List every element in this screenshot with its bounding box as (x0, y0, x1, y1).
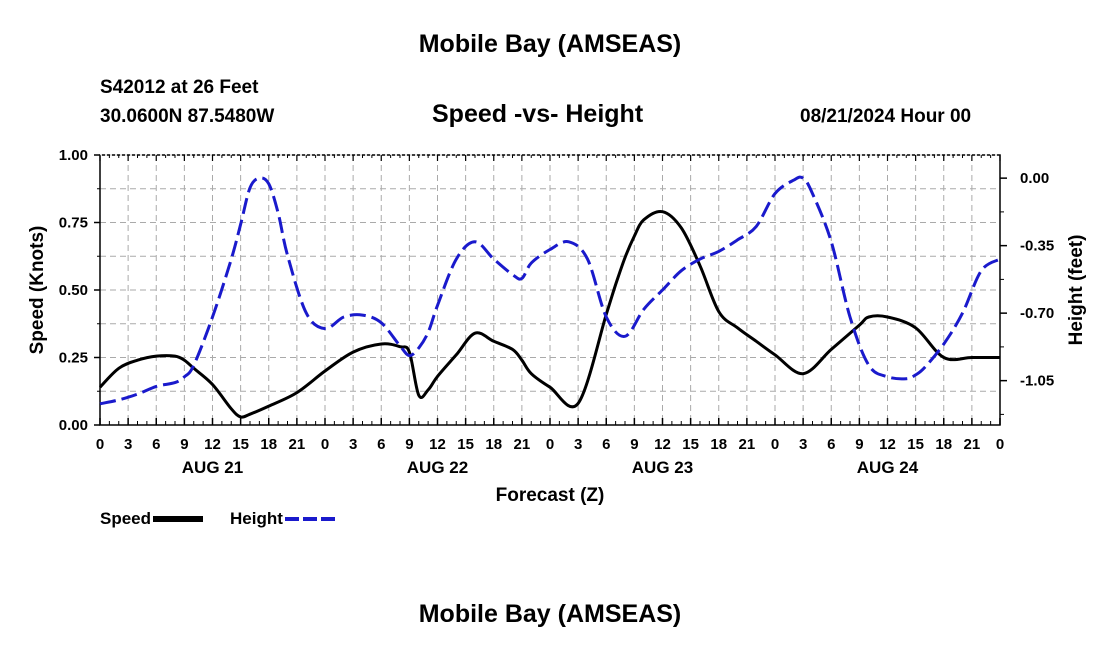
x-tick-label: 9 (855, 436, 863, 453)
x-tick-label: 0 (771, 436, 779, 453)
y2-axis-title: Height (feet) (1066, 235, 1087, 346)
x-tick-label: 6 (602, 436, 610, 453)
x-tick-label: 9 (630, 436, 638, 453)
x-day-label: AUG 22 (407, 458, 468, 477)
x-tick-label: 18 (485, 436, 502, 453)
x-tick-label: 9 (180, 436, 188, 453)
x-tick-label: 6 (377, 436, 385, 453)
y2-tick-label: -1.05 (1020, 373, 1054, 390)
x-tick-label: 15 (232, 436, 249, 453)
y-tick-label: 0.75 (59, 215, 88, 232)
x-tick-label: 18 (710, 436, 727, 453)
y-tick-label: 0.00 (59, 417, 88, 434)
x-day-label: AUG 23 (632, 458, 693, 477)
x-day-label: AUG 24 (857, 458, 919, 477)
y-axis-title: Speed (Knots) (27, 226, 48, 355)
chart-subtitle: Speed -vs- Height (432, 100, 644, 128)
x-tick-label: 15 (907, 436, 924, 453)
station-coordinates: 30.0600N 87.5480W (100, 106, 275, 127)
x-tick-label: 0 (321, 436, 329, 453)
speed-series-line (98, 209, 1000, 419)
y-tick-label: 1.00 (59, 147, 88, 164)
legend-height: Height (230, 509, 335, 529)
x-tick-label: 3 (574, 436, 582, 453)
y2-tick-label: -0.70 (1020, 305, 1054, 322)
x-tick-label: 18 (935, 436, 952, 453)
x-tick-label: 0 (96, 436, 104, 453)
legend-speed-swatch (153, 516, 204, 522)
y2-tick-label: 0.00 (1020, 170, 1049, 187)
x-tick-label: 12 (204, 436, 221, 453)
x-tick-label: 21 (289, 436, 306, 453)
x-tick-label: 15 (682, 436, 699, 453)
x-tick-label: 3 (124, 436, 132, 453)
x-tick-label: 9 (405, 436, 413, 453)
x-tick-label: 21 (514, 436, 531, 453)
x-tick-label: 6 (827, 436, 835, 453)
x-tick-label: 6 (152, 436, 160, 453)
x-tick-label: 21 (739, 436, 756, 453)
chart-main-title: Mobile Bay (AMSEAS) (418, 30, 682, 58)
y2-tick-label: -0.35 (1020, 238, 1054, 255)
x-tick-label: 3 (349, 436, 357, 453)
x-axis-title: Forecast (Z) (496, 485, 605, 506)
legend-height-swatch (284, 517, 335, 521)
y-tick-label: 0.25 (59, 350, 88, 367)
x-tick-label: 21 (964, 436, 981, 453)
x-tick-label: 3 (799, 436, 807, 453)
legend-speed: Speed (100, 509, 204, 529)
x-tick-label: 12 (654, 436, 671, 453)
x-tick-label: 12 (879, 436, 896, 453)
y-tick-label: 0.50 (59, 282, 88, 299)
legend-height-label: Height (230, 509, 283, 528)
x-tick-label: 18 (260, 436, 277, 453)
x-tick-label: 12 (429, 436, 446, 453)
x-tick-label: 15 (457, 436, 474, 453)
station-label: S42012 at 26 Feet (100, 77, 259, 98)
x-tick-label: 0 (996, 436, 1004, 453)
legend-speed-label: Speed (100, 509, 152, 528)
forecast-datetime: 08/21/2024 Hour 00 (800, 106, 972, 127)
x-tick-label: 0 (546, 436, 554, 453)
height-series-line (99, 175, 1001, 406)
x-day-label: AUG 21 (182, 458, 243, 477)
footer-title: Mobile Bay (AMSEAS) (418, 600, 682, 628)
